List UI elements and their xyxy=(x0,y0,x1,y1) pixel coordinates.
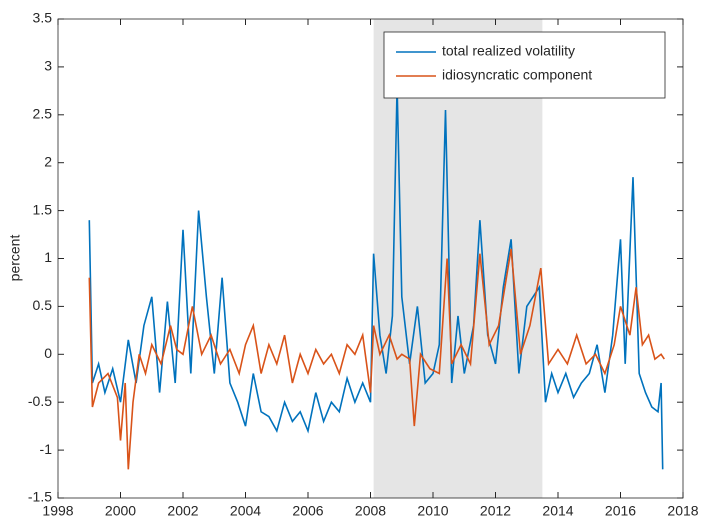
line-series xyxy=(88,86,664,470)
x-tick-label: 2014 xyxy=(542,503,573,519)
shaded-region xyxy=(373,19,543,498)
y-tick-label: -1 xyxy=(40,441,53,457)
x-tick-label: 2006 xyxy=(292,503,323,519)
y-tick-label: 0.5 xyxy=(33,297,53,313)
line-series xyxy=(88,248,665,470)
y-tick-label: -0.5 xyxy=(28,393,52,409)
x-tick-label: 2002 xyxy=(167,503,198,519)
x-tick-label: 1998 xyxy=(42,503,73,519)
y-tick-label: 1.5 xyxy=(33,201,53,217)
legend-label: idiosyncratic component xyxy=(442,67,592,83)
y-axis-label: percent xyxy=(7,235,23,282)
x-tick-label: 2004 xyxy=(230,503,261,519)
y-tick-label: 2 xyxy=(44,153,52,169)
y-tick-label: 3 xyxy=(44,58,52,74)
y-tick-label: 2.5 xyxy=(33,106,53,122)
y-tick-label: 1 xyxy=(44,249,52,265)
x-tick-label: 2016 xyxy=(605,503,636,519)
legend-label: total realized volatility xyxy=(442,43,575,59)
x-tick-label: 2000 xyxy=(105,503,136,519)
x-tick-label: 2008 xyxy=(355,503,386,519)
x-tick-label: 2018 xyxy=(667,503,698,519)
x-tick-label: 2010 xyxy=(417,503,448,519)
legend-box xyxy=(383,31,666,99)
y-tick-label: 0 xyxy=(44,345,52,361)
y-tick-label: 3.5 xyxy=(33,10,53,26)
y-tick-label: -1.5 xyxy=(28,489,52,505)
x-tick-label: 2012 xyxy=(480,503,511,519)
